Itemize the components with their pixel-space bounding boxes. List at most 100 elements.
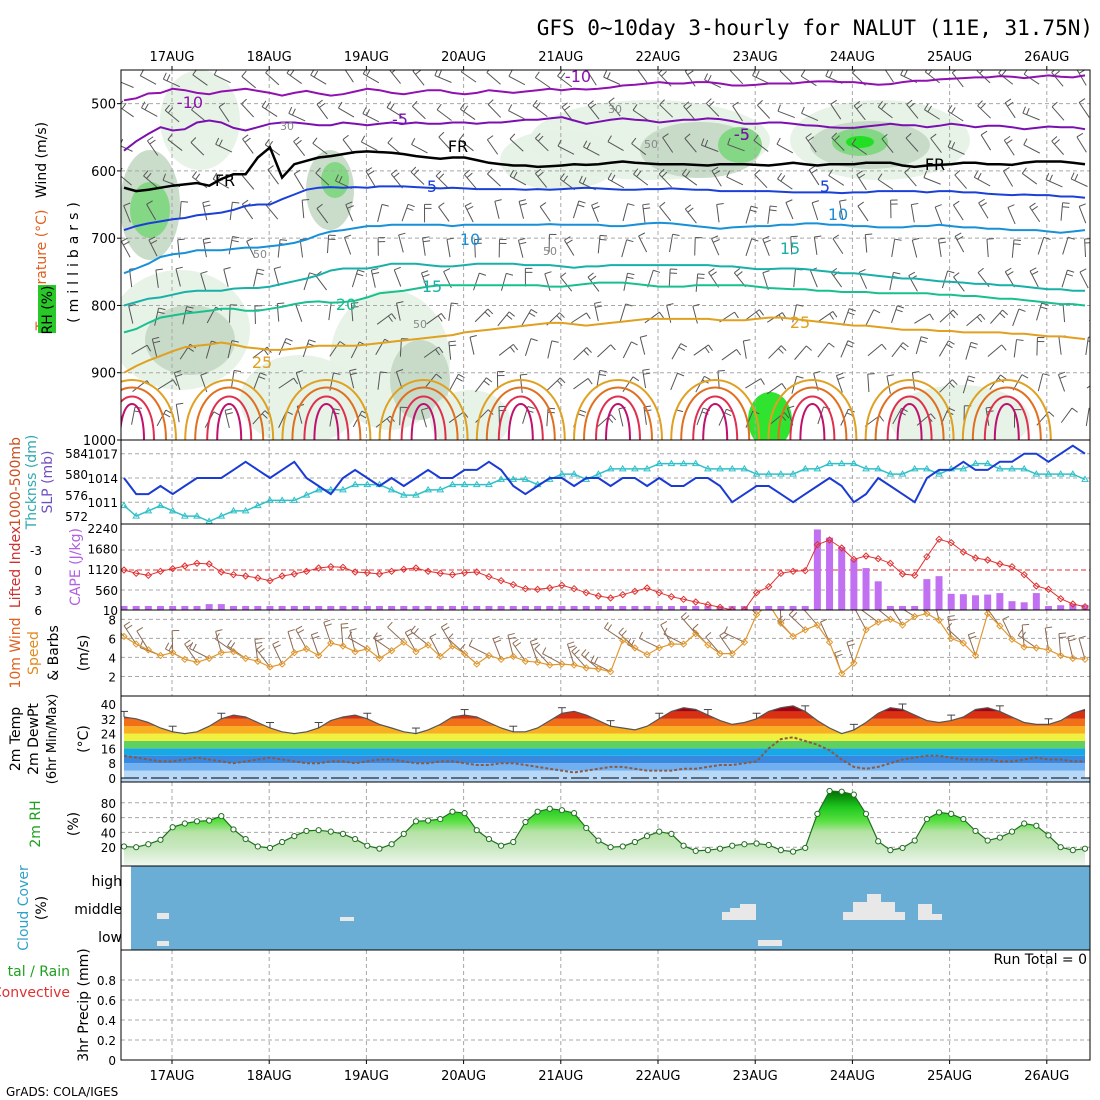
upper-ylabel-rh: RH (%) xyxy=(40,286,56,335)
upper-wind-barb xyxy=(711,166,722,187)
upper-wind-barb xyxy=(215,137,233,153)
barb-flag xyxy=(848,308,856,312)
rh2m-point xyxy=(680,842,687,849)
surface-heat-contour xyxy=(864,379,955,440)
cloud-patch xyxy=(932,914,942,920)
barb-staff xyxy=(214,74,231,84)
barb-staff xyxy=(1023,144,1041,154)
cape-bar xyxy=(363,606,371,610)
upper-wind-barb xyxy=(146,200,157,221)
wind10-point xyxy=(290,648,299,657)
barb-flag xyxy=(349,368,357,372)
barb-flag xyxy=(912,371,920,374)
precip-tick-label: 0.6 xyxy=(97,994,116,1008)
upper-wind-barb xyxy=(498,343,519,356)
upper-wind-barb xyxy=(966,313,986,327)
cape-bar xyxy=(765,606,773,610)
barb-staff xyxy=(486,72,501,85)
barb-staff xyxy=(835,375,843,393)
wind10-point xyxy=(424,641,432,649)
barb-flag xyxy=(807,136,815,142)
thickness-point xyxy=(132,512,141,519)
barb-flag xyxy=(644,409,652,412)
li-point xyxy=(278,572,286,580)
barb-flag xyxy=(224,408,232,411)
barb-flag xyxy=(177,238,185,241)
barb-staff xyxy=(200,273,207,291)
barb-flag xyxy=(979,591,985,594)
barb-staff xyxy=(966,313,981,327)
upper-wind-barb xyxy=(867,343,887,357)
barb-flag xyxy=(295,139,302,146)
barb-staff xyxy=(998,72,1014,85)
barb-staff xyxy=(474,308,489,323)
barb-flag xyxy=(680,343,688,348)
barb-staff xyxy=(376,313,392,325)
wind10-barb xyxy=(507,632,516,657)
upper-wind-barb xyxy=(312,137,328,155)
barb-flag xyxy=(1022,106,1026,114)
barb-flag xyxy=(592,205,600,210)
rh2m-point xyxy=(656,828,663,835)
barb-flag xyxy=(287,629,295,633)
barb-staff xyxy=(228,304,231,323)
barb-flag xyxy=(487,135,494,141)
barb-flag xyxy=(349,628,357,631)
barb-staff xyxy=(951,72,964,88)
barb-flag xyxy=(440,313,446,320)
barb-flag xyxy=(755,70,760,78)
upper-wind-barb xyxy=(571,312,591,324)
barb-flag xyxy=(116,137,119,143)
barb-staff xyxy=(583,146,600,156)
barb-flag xyxy=(256,644,263,650)
wind10-barb xyxy=(215,633,234,653)
contour-label: 10 xyxy=(460,230,480,249)
barb-staff xyxy=(329,408,334,427)
barb-flag xyxy=(1079,268,1087,273)
upper-wind-barb xyxy=(779,70,794,84)
barb-flag xyxy=(1040,306,1048,310)
barb-flag xyxy=(1029,267,1037,272)
barb-staff xyxy=(326,235,330,254)
barb-staff xyxy=(1085,337,1089,355)
barb-flag xyxy=(847,340,855,344)
barb-flag xyxy=(225,412,233,415)
barb-flag xyxy=(785,199,793,203)
barb-flag xyxy=(637,65,643,69)
barb-flag xyxy=(436,103,442,111)
barb-flag xyxy=(924,103,929,110)
barb-staff xyxy=(911,239,918,258)
upper-wind-barb xyxy=(835,372,845,393)
barb-flag xyxy=(422,274,430,278)
barb-staff xyxy=(711,238,720,256)
barb-staff xyxy=(1057,374,1066,392)
barb-flag xyxy=(734,268,741,274)
thickness-point xyxy=(983,459,992,467)
li-point xyxy=(643,584,651,592)
barb-flag xyxy=(520,373,528,376)
barb-flag xyxy=(202,200,210,204)
upper-wind-barb xyxy=(858,268,868,289)
upper-wind-barb xyxy=(768,345,787,359)
rh2m-point xyxy=(388,841,395,848)
barb-flag xyxy=(421,270,429,274)
upper-wind-barb xyxy=(411,100,426,120)
barb-flag xyxy=(514,642,522,647)
barb-flag xyxy=(411,100,418,107)
contour-label: 20 xyxy=(336,295,356,314)
barb-staff xyxy=(508,75,526,86)
barb-flag xyxy=(1001,70,1007,76)
barb-flag xyxy=(293,377,299,385)
rh2m-point xyxy=(838,788,845,795)
wind-ylabel3: (m/s) xyxy=(76,635,92,672)
barb-flag xyxy=(323,619,331,623)
upper-wind-barb xyxy=(973,170,991,187)
barb-staff xyxy=(659,104,674,118)
wind10-barb xyxy=(1044,626,1053,650)
wind10-barb xyxy=(492,635,502,660)
barb-flag xyxy=(560,72,566,79)
li-point xyxy=(935,535,943,544)
barb-flag xyxy=(707,74,712,82)
